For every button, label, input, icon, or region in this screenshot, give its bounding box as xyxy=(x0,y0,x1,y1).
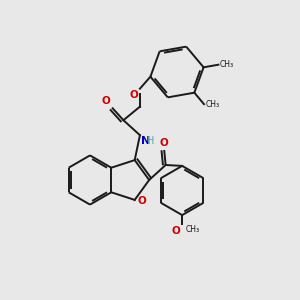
Text: O: O xyxy=(102,96,110,106)
Text: CH₃: CH₃ xyxy=(220,60,234,69)
Text: N: N xyxy=(140,136,150,146)
Text: H: H xyxy=(147,136,155,146)
Text: O: O xyxy=(172,226,181,236)
Text: O: O xyxy=(138,196,146,206)
Text: O: O xyxy=(129,91,138,100)
Text: CH₃: CH₃ xyxy=(206,100,220,109)
Text: O: O xyxy=(160,138,169,148)
Text: CH₃: CH₃ xyxy=(185,225,199,234)
